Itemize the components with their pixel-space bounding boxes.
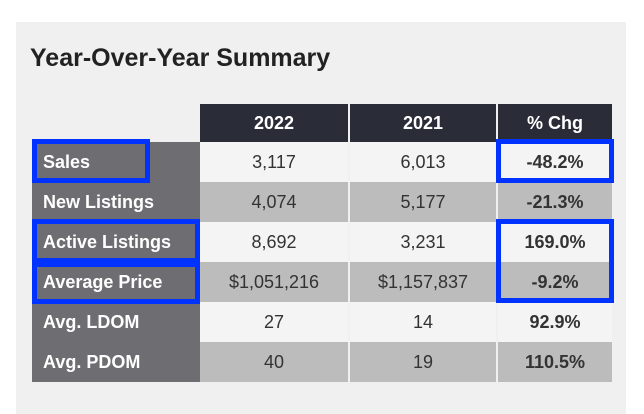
cell-2022: $1,051,216 [200,262,348,302]
column-header: 2021 [350,104,496,142]
cell-2022: 8,692 [200,222,348,262]
page-title: Year-Over-Year Summary [30,44,331,72]
cell-pct-change: 110.5% [498,342,612,382]
highlight-box [32,219,200,263]
highlight-box [496,139,614,183]
cell-2021: 14 [350,302,496,342]
cell-2021: $1,157,837 [350,262,496,302]
highlight-box [496,219,614,303]
cell-2021: 19 [350,342,496,382]
highlight-box [32,139,150,183]
row-label: Sales [32,142,200,182]
cell-2021: 5,177 [350,182,496,222]
row-label: Avg. LDOM [32,302,200,342]
cell-2021: 3,231 [350,222,496,262]
cell-pct-change: -48.2% [498,142,612,182]
cell-pct-change: 92.9% [498,302,612,342]
cell-2022: 27 [200,302,348,342]
cell-pct-change: -21.3% [498,182,612,222]
column-header: % Chg [498,104,612,142]
row-label: Active Listings [32,222,200,262]
cell-2022: 3,117 [200,142,348,182]
cell-pct-change: -9.2% [498,262,612,302]
column-header: 2022 [200,104,348,142]
highlight-box [32,262,200,304]
cell-2022: 40 [200,342,348,382]
row-label: New Listings [32,182,200,222]
cell-2022: 4,074 [200,182,348,222]
cell-2021: 6,013 [350,142,496,182]
row-label: Avg. PDOM [32,342,200,382]
cell-pct-change: 169.0% [498,222,612,262]
row-label: Average Price [32,262,200,302]
